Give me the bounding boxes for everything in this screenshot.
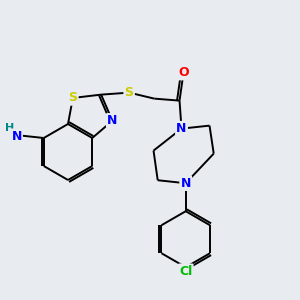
Text: N: N [176, 122, 187, 135]
Text: H: H [5, 123, 14, 133]
Text: N: N [12, 130, 22, 142]
Text: N: N [107, 114, 118, 127]
Text: O: O [178, 66, 189, 79]
Text: Cl: Cl [179, 265, 192, 278]
Text: S: S [68, 92, 77, 104]
Text: N: N [181, 177, 191, 190]
Text: S: S [124, 86, 134, 99]
